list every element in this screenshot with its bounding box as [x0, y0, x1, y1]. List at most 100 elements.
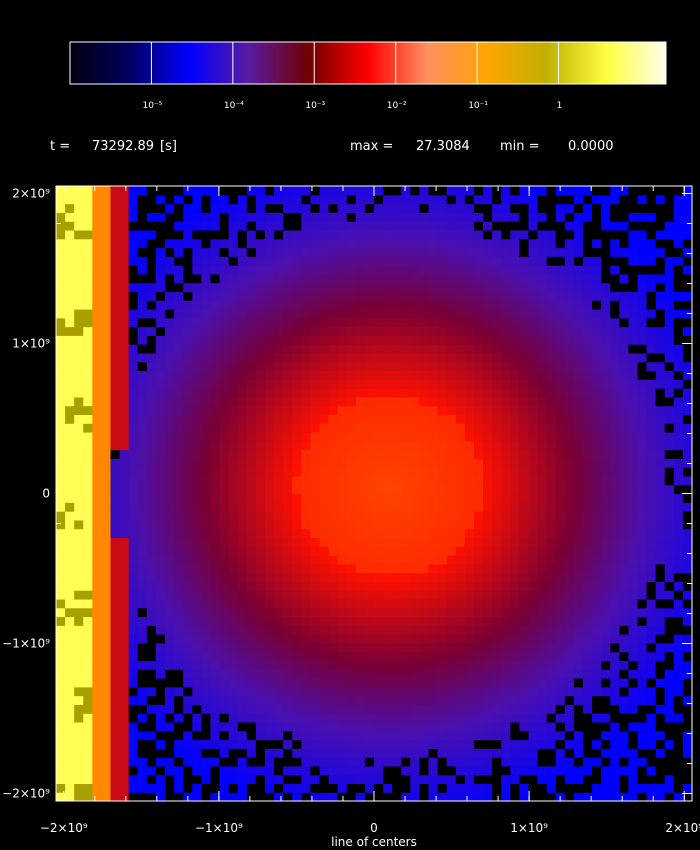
- heatmap-cell: [319, 273, 330, 284]
- heatmap-cell: [110, 511, 121, 521]
- heatmap-cell: [319, 748, 330, 758]
- heatmap-cell: [383, 229, 393, 240]
- heatmap-cell: [537, 326, 548, 336]
- heatmap-cell: [664, 669, 675, 679]
- heatmap-cell: [492, 273, 502, 284]
- heatmap-cell: [401, 186, 411, 196]
- heatmap-cell: [519, 774, 530, 785]
- heatmap-cell: [192, 379, 202, 389]
- heatmap-cell: [74, 563, 84, 574]
- heatmap-cell: [664, 730, 675, 741]
- heatmap-cell: [619, 511, 629, 521]
- heatmap-cell: [183, 616, 193, 626]
- heatmap-cell: [573, 186, 584, 196]
- heatmap-cell: [237, 625, 248, 635]
- heatmap-cell: [419, 256, 430, 266]
- heatmap-cell: [628, 273, 639, 284]
- heatmap-cell: [464, 300, 475, 310]
- heatmap-cell: [646, 194, 657, 205]
- heatmap-cell: [201, 669, 212, 679]
- heatmap-cell: [473, 475, 484, 486]
- heatmap-cell: [628, 335, 639, 345]
- heatmap-cell: [510, 326, 520, 336]
- heatmap-cell: [383, 475, 393, 486]
- heatmap-cell: [673, 765, 684, 776]
- heatmap-cell: [619, 546, 629, 556]
- heatmap-cell: [192, 423, 202, 433]
- heatmap-cell: [246, 379, 257, 389]
- heatmap-cell: [128, 739, 139, 749]
- heatmap-cell: [210, 686, 221, 697]
- heatmap-cell: [374, 537, 384, 547]
- heatmap-cell: [255, 440, 266, 451]
- heatmap-cell: [292, 792, 302, 801]
- heatmap-cell: [283, 721, 293, 732]
- heatmap-cell: [473, 537, 484, 547]
- heatmap-cell: [610, 704, 620, 714]
- heatmap-cell: [65, 335, 75, 345]
- heatmap-cell: [483, 405, 493, 416]
- heatmap-cell: [146, 370, 157, 380]
- heatmap-cell: [483, 792, 493, 801]
- heatmap-cell: [446, 537, 457, 547]
- heatmap-cell: [673, 669, 684, 679]
- heatmap-cell: [183, 686, 193, 697]
- heatmap-cell: [83, 519, 93, 530]
- heatmap-cell: [210, 721, 221, 732]
- heatmap-cell: [174, 212, 184, 222]
- heatmap-cell: [165, 300, 175, 310]
- heatmap-cell: [192, 432, 202, 442]
- heatmap-cell: [328, 493, 339, 503]
- heatmap-cell: [510, 713, 520, 723]
- heatmap-cell: [310, 625, 321, 635]
- heatmap-cell: [528, 678, 539, 688]
- heatmap-cell: [301, 748, 311, 758]
- heatmap-cell: [546, 537, 557, 547]
- heatmap-cell: [146, 309, 157, 319]
- heatmap-cell: [364, 361, 375, 372]
- heatmap-cell: [228, 344, 239, 354]
- heatmap-cell: [183, 221, 193, 231]
- heatmap-cell: [319, 432, 330, 442]
- heatmap-cell: [619, 467, 629, 477]
- heatmap-cell: [292, 502, 302, 512]
- heatmap-cell: [283, 502, 293, 512]
- heatmap-cell: [655, 352, 666, 363]
- heatmap-cell: [546, 774, 557, 785]
- heatmap-cell: [283, 247, 293, 257]
- heatmap-cell: [283, 511, 293, 521]
- heatmap-cell: [501, 440, 511, 451]
- heatmap-cell: [519, 511, 530, 521]
- heatmap-cell: [537, 388, 548, 398]
- heatmap-cell: [228, 721, 239, 732]
- heatmap-cell: [410, 546, 421, 556]
- heatmap-cell: [337, 423, 348, 433]
- heatmap-cell: [437, 678, 448, 688]
- heatmap-cell: [592, 686, 602, 697]
- heatmap-cell: [501, 414, 511, 424]
- heatmap-cell: [455, 669, 466, 679]
- heatmap-cell: [573, 651, 584, 662]
- heatmap-cell: [155, 396, 166, 407]
- heatmap-cell: [646, 730, 657, 741]
- heatmap-cell: [592, 757, 602, 767]
- heatmap-cell: [292, 238, 302, 249]
- heatmap-cell: [437, 607, 448, 618]
- heatmap-cell: [228, 660, 239, 670]
- colorbar-tick-label: 10⁻³: [305, 101, 325, 111]
- heatmap-cell: [74, 221, 84, 231]
- heatmap-cell: [283, 783, 293, 793]
- heatmap-cell: [483, 256, 493, 266]
- heatmap-cell: [546, 669, 557, 679]
- heatmap-cell: [237, 502, 248, 512]
- heatmap-cell: [492, 669, 502, 679]
- heatmap-cell: [183, 291, 193, 301]
- heatmap-cell: [455, 721, 466, 732]
- heatmap-cell: [364, 792, 375, 801]
- heatmap-cell: [655, 467, 666, 477]
- time-unit: [s]: [160, 139, 177, 154]
- heatmap-cell: [646, 625, 657, 635]
- heatmap-cell: [501, 423, 511, 433]
- heatmap-cell: [310, 388, 321, 398]
- heatmap-cell: [655, 203, 666, 213]
